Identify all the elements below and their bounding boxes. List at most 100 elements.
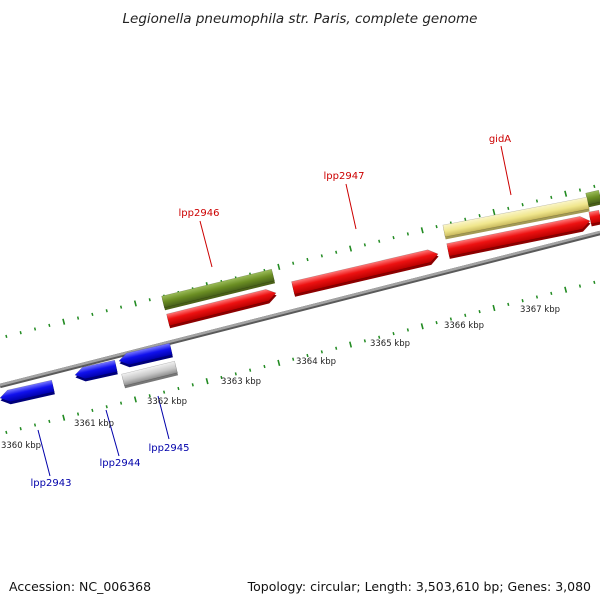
gene-lpp2944-body (74, 359, 118, 380)
inner-tick-minor (507, 302, 510, 306)
outer-tick-minor (550, 195, 553, 200)
gene-label-gidA: gidA (489, 134, 511, 145)
inner-tick-major (564, 286, 568, 293)
gene-label-lpp2943: lpp2943 (31, 478, 72, 489)
outer-tick-minor (435, 224, 438, 229)
inner-tick-minor (320, 350, 323, 354)
inner-tick-major (420, 323, 424, 330)
gene-label-lpp2944: lpp2944 (100, 458, 141, 469)
outer-tick-major (133, 300, 137, 307)
inner-tick-major (205, 378, 209, 385)
inner-tick-minor (19, 427, 22, 431)
gene-label-lpp2947: lpp2947 (324, 171, 365, 182)
outer-tick-minor (91, 312, 94, 317)
gene-gidA (446, 216, 591, 259)
feature-lpp2946-region (161, 268, 276, 311)
feature-olive-right-edge (585, 189, 600, 208)
outer-tick-minor (48, 323, 51, 328)
outer-tick-minor (105, 309, 108, 313)
feature-gray-lpp2945-body (121, 360, 178, 387)
map-title: Legionella pneumophila str. Paris, compl… (123, 11, 478, 27)
tick-label-3366: 3366 kbp (444, 321, 484, 331)
inner-tick-minor (191, 383, 194, 387)
outer-tick-minor (306, 257, 309, 262)
outer-tick-minor (119, 305, 123, 309)
outer-tick-minor (76, 316, 80, 320)
inner-tick-minor (162, 390, 166, 394)
inner-tick-minor (76, 412, 80, 416)
outer-tick-major (349, 245, 353, 252)
leader-gidA (500, 145, 512, 196)
inner-tick-minor (535, 295, 539, 299)
inner-tick-minor (220, 375, 223, 380)
leader-lpp2944 (105, 409, 120, 457)
outer-tick-minor (521, 203, 524, 207)
outer-tick-minor (335, 250, 338, 254)
accession-text: Accession: NC_006368 (9, 579, 152, 594)
inner-tick-minor (119, 401, 123, 405)
inner-tick-minor (234, 372, 237, 376)
gene-lpp2946 (166, 289, 277, 329)
inner-tick-minor (292, 357, 295, 361)
feature-track (0, 189, 600, 405)
tick-label-3361: 3361 kbp (74, 419, 114, 429)
leader-lpp2943 (37, 429, 51, 477)
gene-red-right-edge-body (588, 209, 600, 225)
inner-tick-minor (306, 353, 309, 358)
inner-tick-minor (550, 291, 553, 296)
outer-tick-major (492, 208, 496, 216)
inner-tick-minor (33, 423, 37, 427)
outer-tick-minor (593, 184, 596, 189)
genome-summary-text: Topology: circular; Length: 3,503,610 bp… (247, 579, 591, 594)
outer-tick-minor (363, 243, 366, 247)
inner-tick-minor (335, 346, 338, 350)
tick-label-3365: 3365 kbp (370, 339, 410, 349)
inner-tick-major (492, 304, 496, 312)
inner-tick-minor (464, 313, 467, 317)
inner-tick-minor (91, 408, 94, 413)
inner-tick-minor (521, 299, 524, 303)
feature-lpp2946-region-body (161, 268, 275, 309)
outer-tick-minor (392, 235, 395, 240)
inner-tick-minor (5, 430, 8, 434)
outer-tick-major (564, 190, 568, 197)
inner-tick-minor (435, 320, 438, 325)
tick-label-3362: 3362 kbp (147, 397, 187, 407)
inner-tick-minor (478, 310, 481, 314)
feature-gray-lpp2945 (121, 360, 179, 389)
gene-lpp2945 (118, 342, 173, 368)
outer-tick-minor (464, 217, 467, 221)
leader-lpp2945 (157, 395, 170, 440)
outer-tick-minor (578, 188, 582, 192)
tick-label-3367: 3367 kbp (520, 305, 560, 315)
inner-tick-major (277, 359, 281, 366)
inner-tick-ring (5, 280, 596, 434)
tick-label-3363: 3363 kbp (221, 377, 261, 387)
inner-tick-major (62, 414, 66, 421)
inner-tick-minor (48, 419, 51, 424)
inner-tick-minor (593, 280, 596, 285)
gene-lpp2946-body (166, 289, 277, 327)
gene-lpp2947-body (291, 249, 439, 295)
outer-tick-minor (507, 206, 510, 210)
leader-lpp2947 (345, 183, 357, 230)
inner-tick-minor (105, 405, 108, 409)
outer-tick-minor (320, 254, 323, 258)
inner-tick-minor (263, 364, 266, 369)
inner-tick-minor (578, 284, 582, 288)
gene-lpp2944 (74, 359, 118, 382)
outer-tick-major (277, 263, 281, 270)
leader-lpp2946 (199, 220, 213, 268)
inner-tick-minor (249, 368, 252, 372)
feature-gidA-region (442, 196, 590, 240)
inner-tick-minor (378, 335, 381, 339)
inner-tick-minor (449, 317, 453, 321)
inner-tick-major (133, 396, 137, 403)
outer-tick-major (62, 318, 66, 325)
outer-tick-minor (5, 334, 8, 338)
tick-label-3360: 3360 kbp (1, 441, 41, 451)
tick-label-3364: 3364 kbp (296, 357, 336, 367)
outer-tick-major (420, 227, 424, 234)
inner-tick-minor (177, 386, 180, 391)
